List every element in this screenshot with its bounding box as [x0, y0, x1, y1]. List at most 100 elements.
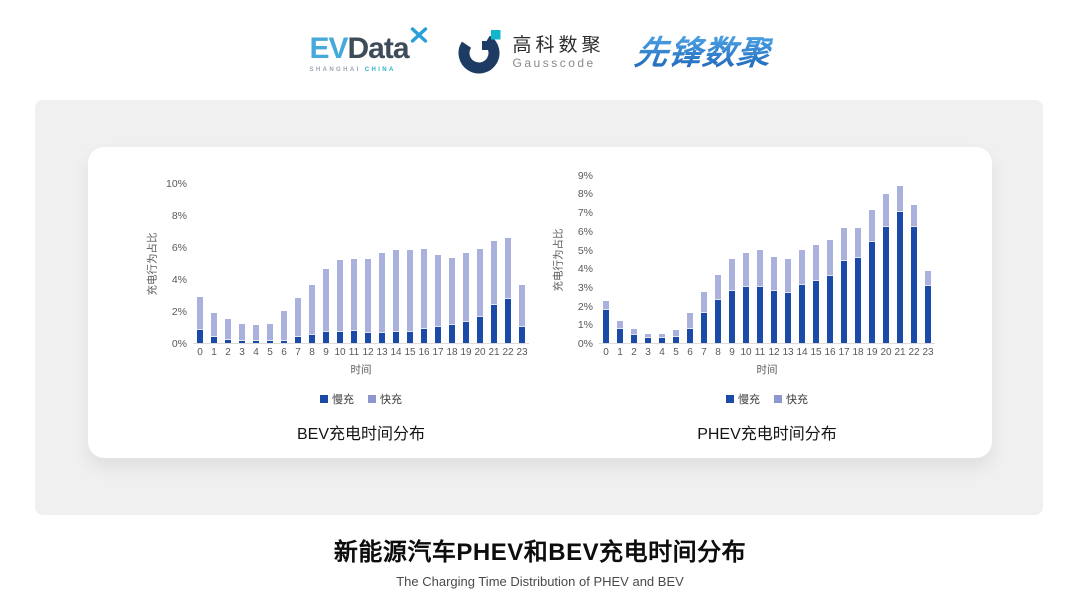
bev-chart: 充电行为占比 0% 2% 4% 6% 8% 10% 0 1 2 3 4 5 6 7 8 9 10 11 12 13 1…: [145, 178, 529, 444]
bar-segment-快充: [267, 323, 273, 342]
legend-label: 慢充: [332, 394, 354, 406]
bar-segment-慢充: [687, 328, 693, 343]
x-tick-label: 21: [488, 347, 500, 358]
x-tick-label: 11: [348, 347, 360, 358]
x-tick-label: 19: [460, 347, 472, 358]
bar: [837, 228, 851, 343]
bar: [697, 291, 711, 343]
bar: [473, 248, 487, 343]
bar-segment-快充: [631, 328, 637, 335]
y-axis-title-text: 充电行为占比: [552, 228, 565, 292]
bar-segment-慢充: [351, 331, 357, 343]
bar: [627, 328, 641, 343]
y-tick-label: 4%: [171, 274, 187, 286]
x-tick-label: 13: [376, 347, 388, 358]
plot-area: [599, 176, 935, 344]
bar: [725, 258, 739, 343]
bar-segment-慢充: [743, 286, 749, 343]
y-axis-ticks: 0% 2% 4% 6% 8% 10%: [159, 178, 193, 350]
bar-segment-慢充: [855, 257, 861, 343]
y-tick-label: 0%: [577, 338, 593, 350]
bar-segment-快充: [281, 311, 287, 341]
x-tick-label: 18: [446, 347, 458, 358]
bar-segment-慢充: [281, 340, 287, 343]
x-axis-labels: 0 1 2 3 4 5 6 7 8 9 10 11 12 13 14 15 16 17 18 19 20 21 22 23: [193, 347, 529, 358]
y-axis-ticks: 0% 1% 2% 3% 4% 5% 6% 7% 8% 9%: [565, 170, 599, 350]
bar-segment-快充: [911, 204, 917, 228]
bar: [865, 210, 879, 343]
y-tick-label: 9%: [577, 169, 593, 182]
bar-segment-快充: [897, 185, 903, 213]
y-tick-label: 3%: [577, 281, 593, 294]
bar-segment-慢充: [491, 304, 497, 343]
bar-segment-快充: [309, 285, 315, 335]
bar-segment-快充: [841, 228, 847, 261]
bar: [333, 259, 347, 343]
legend-swatch-icon: [774, 395, 782, 403]
x-tick-label: 20: [474, 347, 486, 358]
bar: [739, 253, 753, 343]
bar-segment-快充: [715, 274, 721, 300]
y-tick-label: 5%: [577, 244, 593, 257]
legend-item-慢充: 慢充: [726, 391, 760, 407]
bar: [921, 271, 935, 343]
x-tick-label: 9: [323, 347, 329, 358]
bar-segment-慢充: [645, 338, 651, 343]
bar-segment-慢充: [911, 227, 917, 343]
x-tick-label: 2: [225, 347, 231, 358]
bar-segment-快充: [393, 250, 399, 332]
bar-segment-慢充: [813, 281, 819, 343]
bar-segment-慢充: [323, 331, 329, 343]
bar-segment-快充: [925, 271, 931, 286]
bar-segment-慢充: [295, 337, 301, 343]
x-tick-label: 23: [922, 347, 934, 358]
x-tick-label: 8: [309, 347, 315, 358]
y-tick-label: 2%: [577, 300, 593, 313]
gausscode-g-mark-icon: [457, 28, 503, 79]
plot-row: 充电行为占比 0% 2% 4% 6% 8% 10%: [145, 178, 529, 350]
bar-segment-快充: [351, 259, 357, 331]
bar-segment-快充: [323, 269, 329, 332]
legend-label: 快充: [786, 394, 808, 406]
bar: [319, 269, 333, 343]
bar-segment-慢充: [253, 341, 259, 343]
bar-segment-慢充: [225, 339, 231, 343]
y-axis-title: 充电行为占比: [551, 176, 565, 344]
bar-segment-慢充: [785, 293, 791, 343]
y-tick-label: 6%: [577, 225, 593, 238]
x-tick-label: 17: [838, 347, 850, 358]
bar-segment-慢充: [757, 286, 763, 343]
x-tick-label: 16: [418, 347, 430, 358]
x-tick-label: 5: [267, 347, 273, 358]
y-tick-label: 7%: [577, 207, 593, 220]
bar-segment-慢充: [463, 322, 469, 343]
y-tick-label: 4%: [577, 263, 593, 276]
bar: [893, 185, 907, 343]
evdata-logo: EVData SHANGHAI CHINA: [309, 26, 427, 73]
bar: [851, 228, 865, 343]
page-title: 新能源汽车PHEV和BEV充电时间分布: [333, 539, 747, 566]
x-axis-labels: 0 1 2 3 4 5 6 7 8 9 10 11 12 13 14 15 16 17 18 19 20 21 22 23: [599, 347, 935, 358]
bar-segment-慢充: [841, 260, 847, 343]
bar-segment-慢充: [799, 285, 805, 343]
plot-area: [193, 184, 529, 344]
plot-row: 充电行为占比 0% 1% 2% 3% 4% 5% 6% 7% 8% 9%: [551, 170, 935, 350]
bar-segment-快充: [603, 300, 609, 311]
evdata-wordmark: EVData: [309, 33, 409, 64]
gausscode-text-block: 高科数聚 Gausscode: [513, 35, 605, 71]
x-tick-label: 7: [701, 347, 707, 358]
x-tick-label: 18: [852, 347, 864, 358]
bar-segment-慢充: [729, 290, 735, 343]
bar-segment-快充: [295, 298, 301, 338]
legend-swatch-icon: [726, 395, 734, 403]
bar-segment-慢充: [337, 331, 343, 343]
legend-item-快充: 快充: [774, 391, 808, 407]
bar: [879, 194, 893, 343]
gausscode-cn-text: 高科数聚: [512, 35, 605, 56]
bar-segment-快充: [659, 333, 665, 339]
y-tick-label: 8%: [577, 188, 593, 201]
bar-segment-快充: [449, 258, 455, 326]
legend: 慢充 快充: [320, 391, 402, 407]
bar-segment-快充: [729, 258, 735, 291]
x-tick-label: 6: [281, 347, 287, 358]
